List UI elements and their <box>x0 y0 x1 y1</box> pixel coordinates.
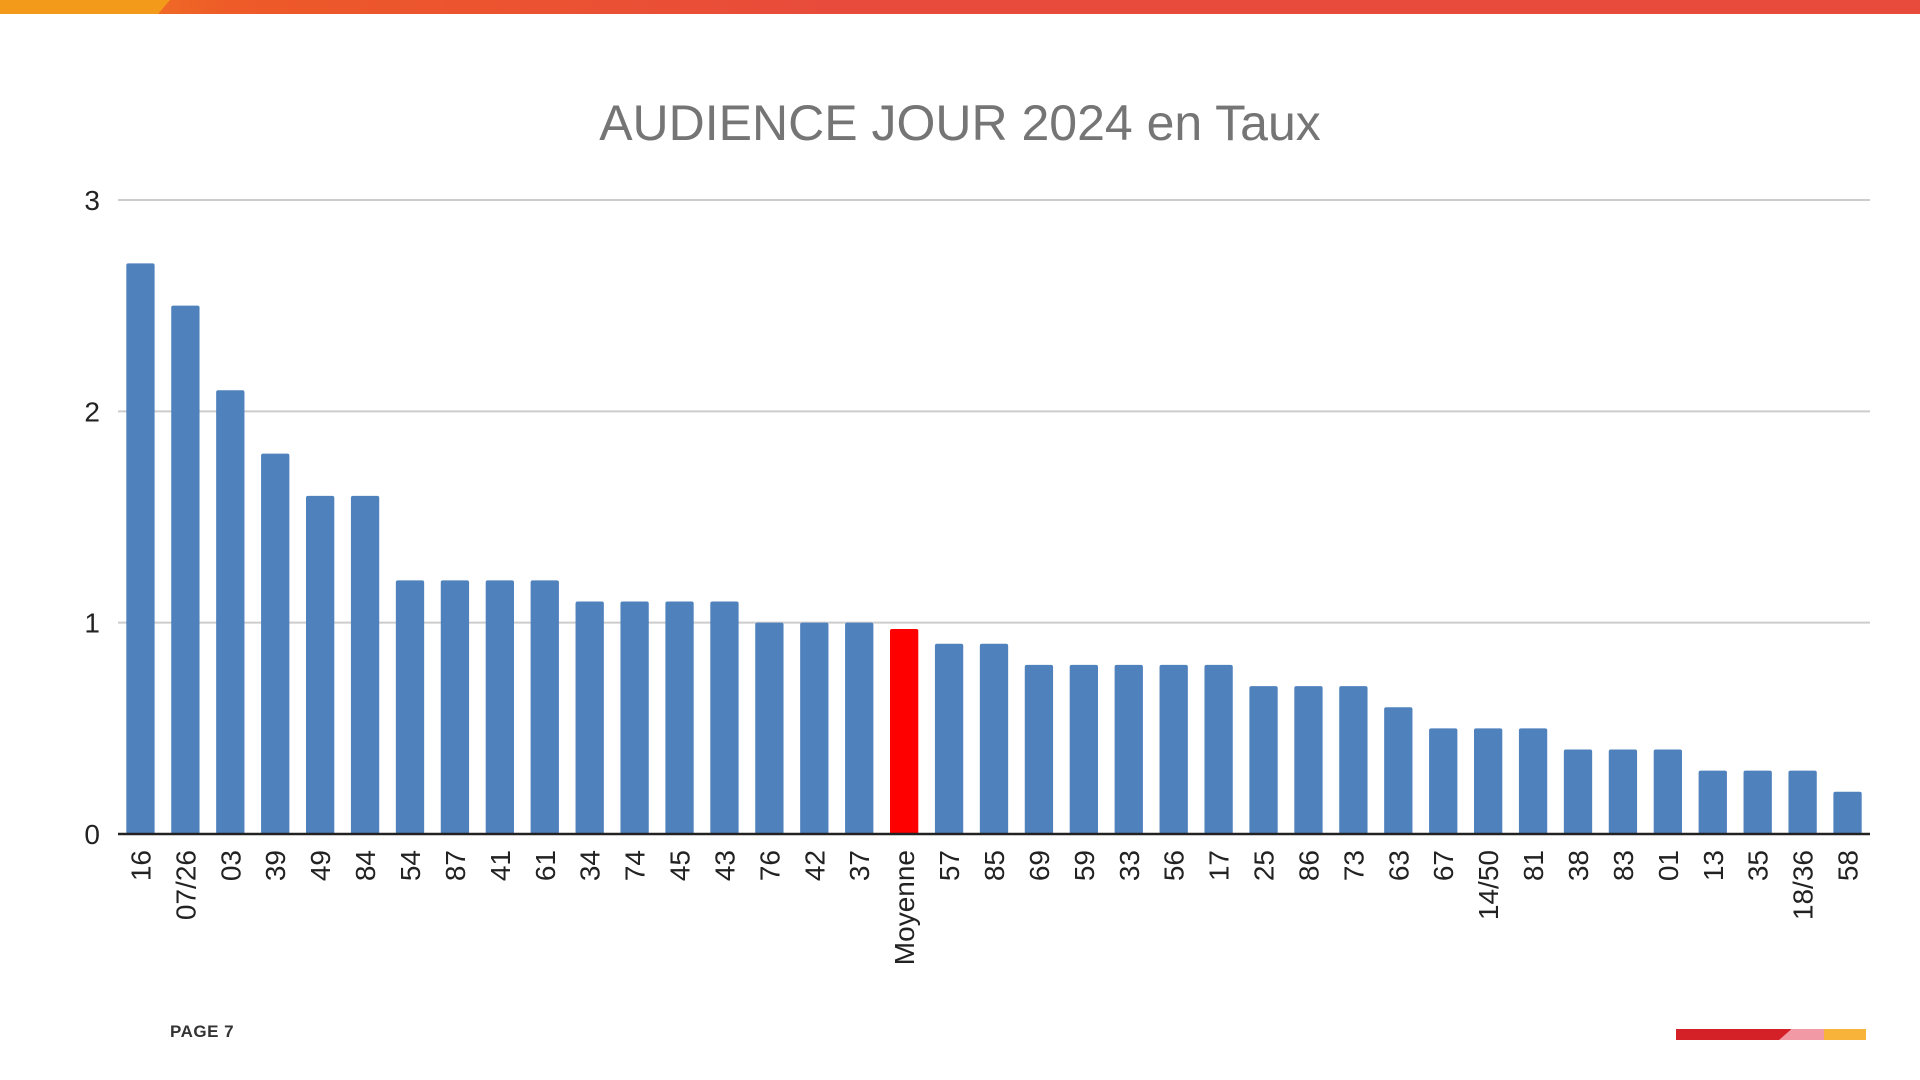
x-tick-label: 87 <box>440 850 471 881</box>
footer-bar-orange <box>1824 1029 1866 1040</box>
bar-69 <box>1024 664 1054 834</box>
bar-37 <box>845 622 874 834</box>
bar-45 <box>665 601 694 834</box>
x-tick-label: 38 <box>1563 850 1594 881</box>
bar-76 <box>755 622 784 834</box>
x-tick-label: 57 <box>934 850 965 881</box>
x-tick-label: 43 <box>709 850 740 881</box>
bar-73 <box>1339 686 1368 834</box>
top-accent-band <box>0 0 1920 14</box>
x-tick-label: 42 <box>799 850 830 881</box>
x-tick-label: 13 <box>1698 850 1729 881</box>
x-tick-label: 07/26 <box>170 850 201 920</box>
bar-61 <box>530 580 559 834</box>
bar-67 <box>1429 728 1458 834</box>
bar-81 <box>1518 728 1548 834</box>
chart-title: AUDIENCE JOUR 2024 en Taux <box>599 95 1321 151</box>
footer-bar-red <box>1676 1029 1791 1040</box>
x-tick-label: 37 <box>844 850 875 881</box>
bar-86 <box>1294 686 1323 834</box>
bar-13 <box>1698 770 1727 834</box>
x-tick-label: 63 <box>1383 850 1414 881</box>
bar-85 <box>979 643 1009 834</box>
bar-33 <box>1114 664 1143 834</box>
x-tick-label: 59 <box>1069 850 1100 881</box>
bar-83 <box>1608 749 1638 834</box>
y-axis-ticks: 0 1 2 3 <box>84 185 100 850</box>
x-tick-label: 81 <box>1518 850 1549 881</box>
grid-lines <box>118 199 1870 624</box>
x-tick-label: 84 <box>350 850 381 881</box>
bar-59 <box>1069 664 1098 834</box>
bar-35 <box>1743 770 1772 834</box>
x-tick-label: 74 <box>620 850 651 881</box>
x-tick-label: 17 <box>1204 850 1235 881</box>
bar-14-50 <box>1474 728 1503 834</box>
x-tick-label: 33 <box>1114 850 1145 881</box>
bar-07-26 <box>171 305 200 835</box>
x-tick-label: 54 <box>395 850 426 881</box>
bar-39 <box>261 453 290 834</box>
page-number: PAGE 7 <box>170 1022 235 1041</box>
bar-34 <box>575 601 604 834</box>
bar-03 <box>216 390 245 834</box>
x-tick-label: 76 <box>754 850 785 881</box>
bar-41 <box>485 580 514 834</box>
y-tick-label: 3 <box>84 185 100 216</box>
bar-74 <box>620 601 649 834</box>
x-tick-label: 73 <box>1338 850 1369 881</box>
y-tick-label: 0 <box>84 819 100 850</box>
x-tick-label: 35 <box>1743 850 1774 881</box>
footer-bar-pink <box>1779 1029 1824 1040</box>
bar-56 <box>1159 664 1188 834</box>
x-tick-label: 16 <box>125 850 156 881</box>
bars <box>126 263 1862 835</box>
bar-17 <box>1204 664 1233 834</box>
bar-49 <box>306 495 335 834</box>
x-tick-label: 41 <box>485 850 516 881</box>
bar-38 <box>1563 749 1593 834</box>
x-axis-labels: 16 07/26 03 39 49 84 54 87 41 61 34 74 45 43 76 42 37 Moy… <box>125 850 1863 965</box>
x-tick-label: 03 <box>215 850 246 881</box>
x-tick-label: 58 <box>1833 850 1864 881</box>
bar-16 <box>126 263 155 834</box>
bar-54 <box>395 580 425 834</box>
x-tick-label: 01 <box>1653 850 1684 881</box>
x-tick-label: 69 <box>1024 850 1055 881</box>
x-tick-label: 67 <box>1428 850 1459 881</box>
x-tick-label: Moyenne <box>889 850 920 965</box>
x-tick-label: 61 <box>530 850 561 881</box>
x-tick-label: 34 <box>575 850 606 881</box>
bar-01 <box>1653 749 1682 834</box>
x-tick-label: 18/36 <box>1788 850 1819 920</box>
bar-63 <box>1384 707 1413 834</box>
x-tick-label: 49 <box>305 850 336 881</box>
x-tick-label: 25 <box>1249 850 1280 881</box>
x-tick-label: 86 <box>1293 850 1324 881</box>
x-tick-label: 39 <box>260 850 291 881</box>
top-accent-tab <box>0 0 170 14</box>
bar-57 <box>934 643 964 834</box>
x-tick-label: 45 <box>665 850 696 881</box>
bar-84 <box>350 495 380 834</box>
bar-58 <box>1833 791 1862 834</box>
bar-25 <box>1249 686 1278 834</box>
x-tick-label: 83 <box>1608 850 1639 881</box>
x-tick-label: 14/50 <box>1473 850 1504 920</box>
bar-43 <box>710 601 739 834</box>
bar-42 <box>800 622 829 834</box>
x-tick-label: 56 <box>1159 850 1190 881</box>
footer-color-bar <box>1676 1029 1866 1040</box>
bar-moyenne <box>890 629 919 834</box>
x-tick-label: 85 <box>979 850 1010 881</box>
y-tick-label: 2 <box>84 396 100 427</box>
bar-87 <box>440 580 470 834</box>
y-tick-label: 1 <box>84 608 100 639</box>
bar-18-36 <box>1788 770 1817 834</box>
